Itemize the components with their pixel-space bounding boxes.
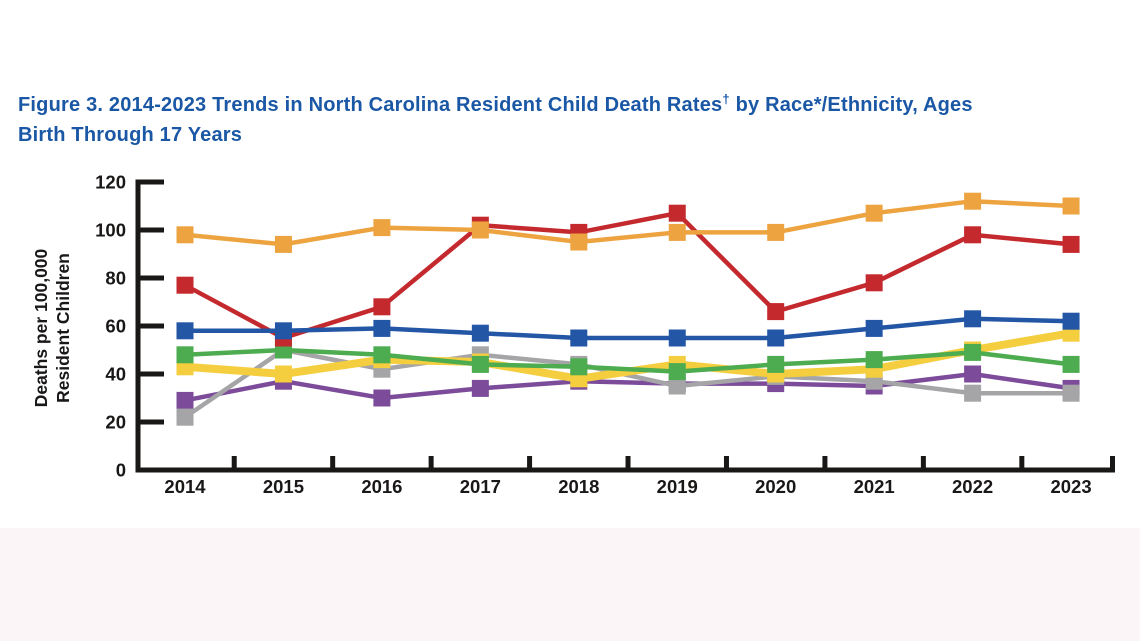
series-orange-marker-2016 [373,219,391,237]
x-tick-label: 2020 [755,476,796,497]
series-gray-marker-2014 [176,408,194,426]
series-orange-marker-2020 [767,223,785,241]
x-tick-label: 2023 [1050,476,1091,497]
series-yellow-line [184,329,1072,383]
figure-title: Figure 3. 2014-2023 Trends in North Caro… [18,90,1113,150]
series-blue-marker-2022 [964,310,982,328]
figure-title-text: Figure 3. 2014-2023 Trends in North Caro… [18,94,723,116]
series-orange-marker-2014 [176,226,194,244]
series-orange [176,192,1080,253]
series-blue-marker-2016 [373,319,391,337]
series-purple-marker-2022 [964,365,982,383]
x-tick-label: 2018 [558,476,599,497]
series-red-marker-2016 [373,298,391,316]
series-green-line [184,347,1072,374]
series-yellow-marker-2015 [274,365,292,383]
x-tick-label: 2019 [657,476,698,497]
series-orange-marker-2017 [471,221,489,239]
series-orange-line [184,198,1072,247]
series-red-marker-2022 [964,226,982,244]
series-green-marker-2021 [865,351,883,369]
series-gray-marker-2022 [964,384,982,402]
series-gray-marker-2023 [1062,384,1080,402]
series-green-marker-2020 [767,355,785,373]
series-orange-marker-2019 [668,223,686,241]
y-tick-label: 80 [105,268,126,289]
x-tick-label: 2022 [952,476,993,497]
series-blue-marker-2021 [865,319,883,337]
series-red-marker-2014 [176,276,194,294]
series-blue-marker-2020 [767,329,785,347]
series-purple-marker-2014 [176,391,194,409]
x-tick-label: 2021 [854,476,895,497]
series-red-marker-2020 [767,303,785,321]
series-green-marker-2016 [373,346,391,364]
x-tick-label: 2016 [361,476,402,497]
series-red-line [183,210,1072,341]
series-green-marker-2014 [176,346,194,364]
series-orange-marker-2018 [570,233,588,251]
page-bottom-strip [0,528,1140,641]
dagger-footnote-mark: † [722,91,730,107]
x-tick-label: 2014 [164,476,206,497]
series-orange-marker-2015 [274,235,292,253]
series-gray-marker-2019 [668,377,686,395]
y-tick-label: 0 [116,460,126,481]
y-tick-label: 40 [105,364,126,385]
y-tick-label: 120 [95,172,126,193]
y-tick-label: 60 [105,316,126,337]
series-orange-marker-2021 [865,204,883,222]
chart-canvas: 0 20 40 60 80 100 120 2014 2015 2016 2017 2018 2019 2… [95,172,1115,497]
series-green-marker-2023 [1062,355,1080,373]
series-green-marker-2017 [471,355,489,373]
series-blue-marker-2015 [274,322,292,340]
series-blue-line [185,316,1072,341]
figure-title-line2: Birth Through 17 Years [18,124,243,146]
series-purple-marker-2016 [373,389,391,407]
series-blue-marker-2018 [570,329,588,347]
series-blue [176,310,1080,347]
series-green-marker-2018 [570,358,588,376]
x-tick-label: 2017 [460,476,501,497]
series-orange-marker-2022 [964,192,982,210]
series-blue-marker-2019 [668,329,686,347]
series-red-marker-2023 [1062,235,1080,253]
series-purple-line [184,371,1072,403]
series-red-marker-2019 [668,204,686,222]
series-orange-marker-2023 [1062,197,1080,215]
series-blue-marker-2017 [471,324,489,342]
series-red-marker-2021 [865,274,883,292]
series-purple-marker-2017 [471,379,489,397]
series-green-marker-2019 [668,363,686,381]
y-tick-label: 20 [105,412,126,433]
series-red [176,204,1080,347]
series-blue-marker-2014 [176,322,194,340]
x-tick-label: 2015 [263,476,304,497]
y-tick-label: 100 [95,220,126,241]
series-green-marker-2022 [964,343,982,361]
figure-title-text-cont: by Race*/Ethnicity, Ages [729,94,973,116]
series-blue-marker-2023 [1062,312,1080,330]
series-green [176,341,1080,381]
